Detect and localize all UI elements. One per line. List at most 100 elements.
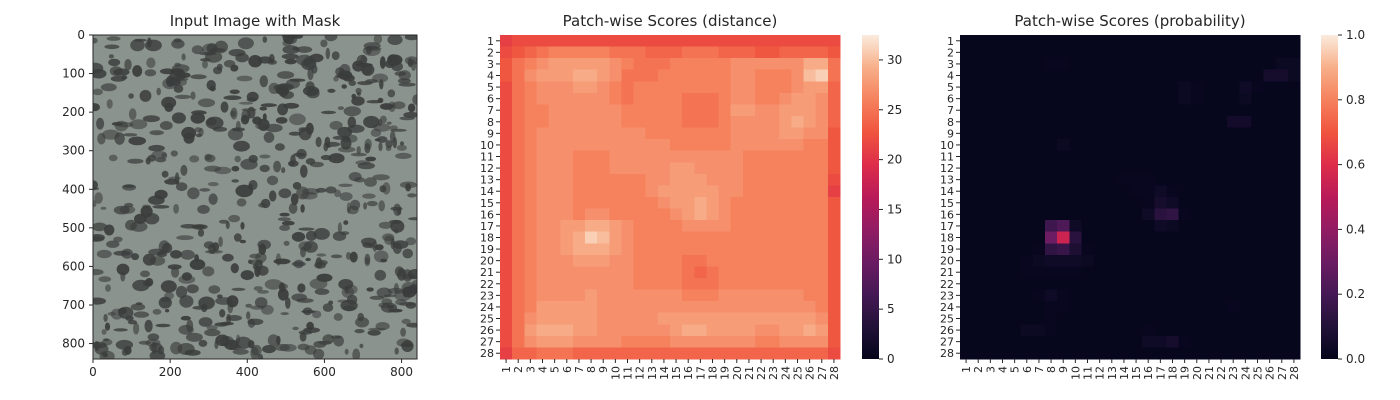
image-speckle	[313, 228, 330, 240]
heatmap-cell	[755, 312, 768, 325]
image-speckle	[387, 35, 403, 45]
heatmap-cell	[1275, 347, 1289, 360]
heatmap-cell	[1045, 150, 1058, 163]
heatmap-cell	[984, 104, 997, 117]
heatmap-cell	[1081, 58, 1094, 71]
heatmap-cell	[791, 127, 804, 140]
heatmap-cell	[1251, 162, 1264, 175]
image-speckle	[218, 236, 223, 248]
image-speckle	[320, 39, 328, 48]
heatmap-cell	[657, 116, 671, 128]
heatmap-cell	[694, 289, 707, 302]
heatmap-cell	[706, 92, 719, 105]
heatmap-cell	[1008, 185, 1022, 198]
heatmap-cell	[779, 243, 792, 256]
y-tick-label: 100	[62, 67, 85, 81]
heatmap-cell	[827, 139, 841, 152]
image-speckle	[340, 231, 350, 236]
y-tick-label: 2	[487, 46, 494, 59]
y-tick-label: 19	[480, 243, 494, 256]
image-speckle	[128, 108, 137, 121]
heatmap-cell	[524, 46, 537, 59]
image-speckle	[240, 222, 245, 230]
image-speckle	[397, 78, 411, 84]
image-speckle	[208, 193, 218, 205]
heatmap-cell	[1045, 301, 1058, 314]
image-speckle	[255, 252, 267, 263]
image-speckle	[209, 85, 216, 92]
heatmap-cell	[1057, 92, 1070, 105]
heatmap-cell	[1020, 324, 1034, 337]
heatmap-cell	[1081, 69, 1094, 82]
x-tick-label: 25	[1252, 366, 1265, 380]
heatmap-cell	[972, 81, 985, 94]
image-speckle	[144, 319, 153, 333]
heatmap-cell	[1045, 335, 1058, 348]
heatmap-cell	[1154, 46, 1167, 59]
heatmap-cell	[791, 208, 804, 221]
heatmap-cell	[1166, 208, 1179, 221]
x-tick-label: 6	[561, 366, 574, 373]
heatmap-cell	[1251, 185, 1264, 198]
heatmap-cell	[984, 208, 997, 221]
colorbar-tick-label: 0.8	[1346, 93, 1365, 107]
heatmap-cell	[682, 197, 695, 209]
image-speckle	[174, 94, 192, 99]
image-speckle	[322, 303, 334, 312]
heatmap-cell	[1057, 150, 1070, 163]
heatmap-cell	[597, 243, 610, 256]
heatmap-cell	[597, 208, 610, 221]
image-speckle	[342, 305, 356, 312]
heatmap-cell	[960, 289, 973, 302]
heatmap-cell	[1032, 173, 1046, 186]
heatmap-cell	[657, 197, 671, 209]
heatmap-cell	[524, 127, 537, 140]
heatmap-cell	[572, 139, 586, 152]
image-speckle	[110, 75, 126, 82]
heatmap-cell	[572, 254, 586, 267]
heatmap-cell	[682, 335, 695, 348]
heatmap-cell	[755, 278, 768, 290]
heatmap-cell	[706, 231, 719, 244]
heatmap-cell	[972, 150, 985, 163]
heatmap-cell	[597, 81, 610, 94]
heatmap-cell	[524, 81, 537, 94]
heatmap-cell	[972, 278, 985, 290]
image-speckle	[218, 219, 229, 224]
heatmap-cell	[694, 35, 707, 47]
heatmap-cell	[755, 208, 768, 221]
heatmap-cell	[670, 278, 683, 290]
heatmap-cell	[791, 173, 804, 186]
heatmap-cell	[597, 116, 610, 128]
heatmap-cell	[742, 35, 756, 47]
heatmap-cell	[1239, 81, 1252, 94]
heatmap-cell	[1093, 58, 1107, 71]
image-speckle	[158, 240, 170, 254]
image-speckle	[388, 101, 396, 113]
heatmap-cell	[1190, 81, 1204, 94]
heatmap-cell	[972, 104, 985, 117]
heatmap-cell	[1166, 289, 1179, 302]
image-speckle	[385, 140, 393, 149]
heatmap-cell	[1251, 254, 1264, 267]
heatmap-cell	[815, 150, 829, 163]
heatmap-cell	[1045, 127, 1058, 140]
heatmap-cell	[1057, 35, 1070, 47]
heatmap-cell	[512, 278, 525, 290]
image-speckle	[341, 84, 347, 89]
heatmap-cell	[718, 312, 732, 325]
heatmap-cell	[1032, 35, 1046, 47]
image-speckle	[284, 58, 297, 65]
heatmap-cell	[767, 173, 780, 186]
heatmap-cell	[996, 46, 1009, 59]
heatmap-cell	[1142, 324, 1155, 337]
x-tick-label: 8	[1045, 366, 1058, 373]
image-speckle	[405, 302, 417, 309]
image-speckle	[349, 251, 358, 263]
image-speckle	[355, 87, 362, 95]
image-speckle	[412, 94, 417, 105]
heatmap-cell	[1130, 116, 1143, 128]
heatmap-cell	[1032, 220, 1046, 233]
heatmap-cell	[560, 197, 574, 209]
heatmap-cell	[960, 243, 973, 256]
